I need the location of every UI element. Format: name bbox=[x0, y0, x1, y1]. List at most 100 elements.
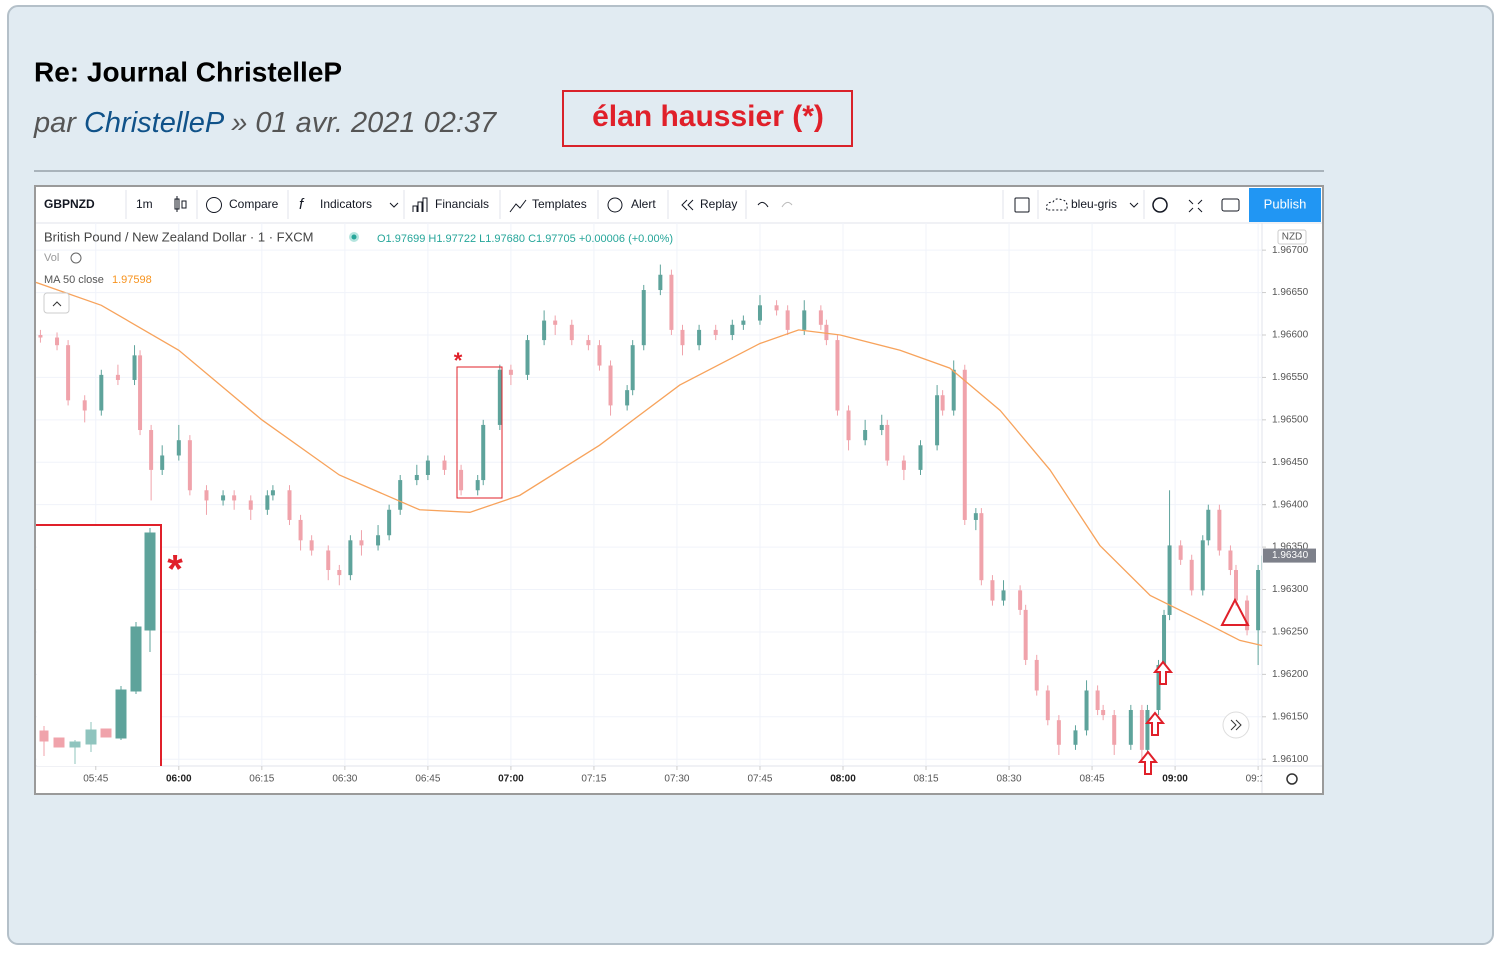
zoom-inset: * bbox=[36, 524, 183, 766]
arrows bbox=[1137, 597, 1250, 775]
x-tick-label: 06:45 bbox=[415, 774, 440, 785]
compare-button[interactable]: Compare bbox=[229, 197, 279, 211]
candle-body bbox=[221, 495, 226, 501]
undo-icon[interactable] bbox=[757, 201, 769, 208]
candle-body bbox=[376, 535, 381, 546]
moving-average bbox=[36, 281, 1262, 647]
y-tick-label: 1.96150 bbox=[1272, 711, 1309, 722]
candle-body bbox=[1034, 659, 1039, 691]
candle-body bbox=[1206, 509, 1211, 541]
x-tick-label: 07:00 bbox=[498, 774, 524, 785]
candle-body bbox=[1023, 609, 1028, 660]
y-tick-label: 1.96400 bbox=[1272, 499, 1309, 510]
candle-body bbox=[785, 310, 790, 330]
candle-body bbox=[658, 274, 663, 291]
indicators-icon: f bbox=[299, 196, 305, 213]
x-tick-label: 08:00 bbox=[830, 774, 856, 785]
candle-body bbox=[940, 395, 945, 411]
candle-body bbox=[348, 540, 353, 576]
candle-body bbox=[1056, 720, 1061, 745]
candle-body bbox=[1139, 710, 1144, 750]
candle-body bbox=[475, 480, 480, 491]
candle-body bbox=[508, 369, 513, 375]
alert-button[interactable]: Alert bbox=[631, 197, 656, 211]
bar-style-icon[interactable] bbox=[174, 196, 187, 212]
candle-body bbox=[1162, 614, 1167, 666]
candle-body bbox=[802, 310, 807, 330]
interval[interactable]: 1m bbox=[136, 197, 153, 211]
candle-body bbox=[951, 369, 956, 411]
candle-body bbox=[1045, 690, 1050, 721]
candle-body bbox=[713, 329, 718, 335]
candle-body bbox=[138, 355, 143, 431]
post-title: Re: Journal ChristelleP bbox=[34, 56, 342, 87]
layout-name[interactable]: bleu-gris bbox=[1071, 197, 1117, 211]
candle-body bbox=[99, 374, 104, 411]
candle-body bbox=[115, 374, 120, 380]
layout-icon[interactable] bbox=[1014, 197, 1030, 213]
candle-body bbox=[774, 305, 779, 311]
x-tick-label: 07:45 bbox=[747, 774, 772, 785]
candle-body bbox=[82, 400, 87, 411]
symbol[interactable]: GBPNZD bbox=[44, 197, 95, 211]
x-tick-label: 06:15 bbox=[249, 774, 274, 785]
candle-body bbox=[270, 490, 275, 496]
currency-label: NZD bbox=[1282, 232, 1303, 243]
settings-icon[interactable] bbox=[1152, 197, 1168, 213]
candle-body bbox=[542, 320, 547, 341]
snapshot-icon[interactable] bbox=[1221, 198, 1240, 212]
candle-body bbox=[553, 320, 558, 325]
hidden-icon[interactable] bbox=[70, 252, 82, 264]
callout-text: élan haussier (*) bbox=[592, 100, 824, 133]
candle-body bbox=[818, 310, 823, 325]
axis-settings[interactable] bbox=[1286, 773, 1298, 785]
candle-body bbox=[1200, 540, 1205, 591]
candle-body bbox=[973, 513, 978, 520]
indicators-button[interactable]: Indicators bbox=[320, 197, 372, 211]
candle-body bbox=[55, 337, 60, 346]
candle-body bbox=[918, 445, 923, 470]
redo-icon[interactable] bbox=[781, 201, 793, 208]
publish-button[interactable] bbox=[1249, 188, 1321, 222]
up-arrow bbox=[1144, 711, 1166, 736]
x-tick-label: 05:45 bbox=[83, 774, 108, 785]
candle-body bbox=[38, 334, 43, 338]
templates-button[interactable]: Templates bbox=[532, 197, 587, 211]
y-tick-label: 1.96300 bbox=[1272, 584, 1309, 595]
candle-body bbox=[309, 540, 314, 551]
candle-body bbox=[1217, 509, 1222, 551]
candle-body bbox=[1167, 545, 1172, 615]
candle-body bbox=[414, 474, 419, 481]
candle-body bbox=[863, 430, 868, 441]
candle-body bbox=[326, 550, 331, 571]
candle-body bbox=[1178, 545, 1183, 560]
triangle-marker bbox=[1220, 597, 1250, 626]
candle-body bbox=[1095, 690, 1100, 711]
last-price-label: 1.96340 bbox=[1272, 550, 1309, 561]
candle-body bbox=[1228, 550, 1233, 571]
highlight-box bbox=[456, 366, 503, 499]
y-tick-label: 1.96100 bbox=[1272, 754, 1309, 765]
candle-body bbox=[586, 340, 591, 346]
fullscreen-icon[interactable] bbox=[1188, 199, 1203, 213]
financials-button[interactable]: Financials bbox=[435, 197, 489, 211]
up-arrow bbox=[1137, 750, 1159, 775]
candle-body bbox=[459, 469, 464, 491]
market-status-dot bbox=[351, 234, 357, 240]
candle-body bbox=[265, 495, 270, 510]
candle-body bbox=[1084, 690, 1089, 731]
candle-body bbox=[1112, 715, 1117, 745]
candle-body bbox=[680, 329, 685, 346]
candle-body bbox=[149, 430, 154, 470]
alert-icon bbox=[607, 197, 623, 213]
candle-body bbox=[757, 305, 762, 321]
author-link[interactable]: ChristelleP bbox=[84, 107, 225, 139]
callout-box bbox=[562, 90, 853, 147]
candle-body bbox=[597, 345, 602, 366]
currency-box bbox=[1277, 229, 1307, 245]
candle-body bbox=[697, 329, 702, 346]
replay-button[interactable]: Replay bbox=[700, 197, 737, 211]
axes: 05:45 06:00 06:15 06:30 06:45 07:00 07:15 07:30… bbox=[83, 245, 1316, 785]
x-tick-label: 06:00 bbox=[166, 774, 192, 785]
candle-body bbox=[824, 324, 829, 341]
